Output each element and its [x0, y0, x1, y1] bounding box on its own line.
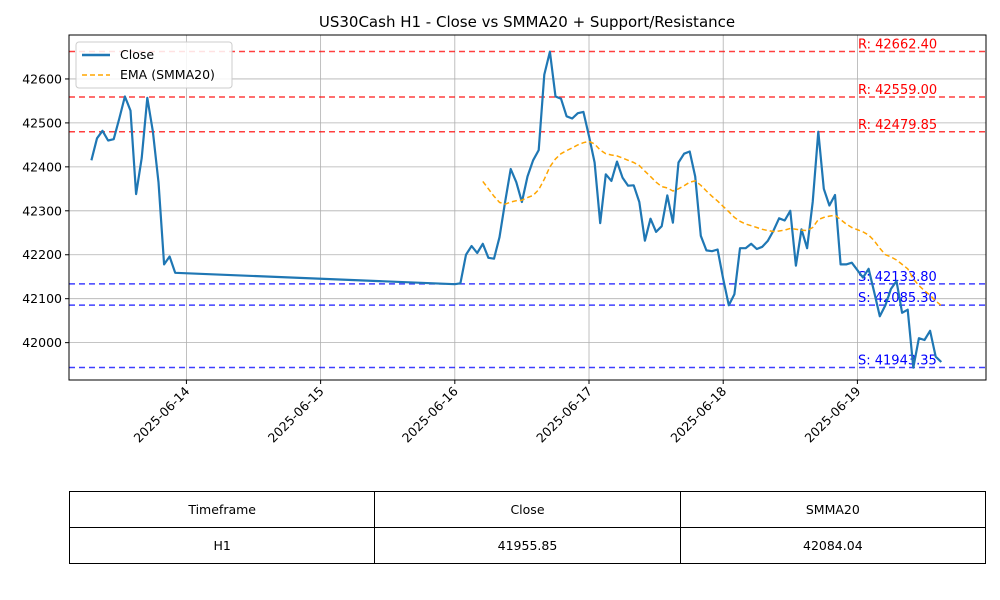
grid	[69, 35, 986, 380]
x-tick-label: 2025-06-15	[265, 384, 327, 446]
series-line-smma20	[482, 140, 942, 307]
y-tick-label: 42300	[22, 203, 62, 218]
table-header-cell: Timeframe	[68, 491, 376, 528]
table-header-cell: Close	[374, 491, 681, 528]
y-axis: 42000 42100 42200 42300 42400 42500 42600	[22, 71, 69, 350]
y-tick-label: 42200	[22, 247, 62, 262]
support-level-label: S: 42085.30	[858, 291, 937, 306]
resistance-level-label: R: 42559.00	[858, 83, 937, 98]
chart-title: US30Cash H1 - Close vs SMMA20 + Support/…	[319, 13, 735, 31]
support-level-label: S: 41943.35	[858, 354, 937, 369]
x-tick-label: 2025-06-18	[667, 383, 729, 445]
series-lines	[90, 50, 943, 369]
y-tick-label: 42500	[22, 115, 62, 130]
legend-box	[75, 41, 233, 89]
legend-label-smma20: EMA (SMMA20)	[120, 67, 215, 82]
x-tick-label: 2025-06-14	[131, 383, 193, 445]
support-level-label: S: 42133.80	[858, 270, 937, 285]
legend-label-close: Close	[120, 47, 154, 62]
x-tick-label: 2025-06-16	[399, 383, 461, 445]
table-header-row: Timeframe Close SMMA20	[68, 491, 987, 528]
x-axis: 2025-06-14 2025-06-15 2025-06-16 2025-06-17…	[131, 380, 864, 445]
resistance-level-label: R: 42479.85	[858, 118, 937, 133]
series-line-close	[90, 50, 943, 369]
x-tick-label: 2025-06-17	[533, 384, 595, 446]
table-header-cell: SMMA20	[679, 491, 987, 528]
legend: Close EMA (SMMA20)	[75, 41, 233, 89]
y-tick-label: 42100	[22, 291, 62, 306]
y-tick-label: 42400	[22, 159, 62, 174]
table-cell: H1	[68, 527, 376, 564]
table-cell: 42084.04	[679, 527, 987, 564]
summary-table: Timeframe Close SMMA20 H1 41955.85 42084…	[68, 491, 987, 564]
y-tick-label: 42600	[22, 71, 62, 86]
table-row: H1 41955.85 42084.04	[68, 527, 987, 564]
resistance-level-label: R: 42662.40	[858, 38, 937, 53]
x-tick-label: 2025-06-19	[802, 383, 864, 445]
plot-area-frame	[68, 34, 987, 381]
y-tick-label: 42000	[22, 335, 62, 350]
table-cell: 41955.85	[374, 527, 681, 564]
